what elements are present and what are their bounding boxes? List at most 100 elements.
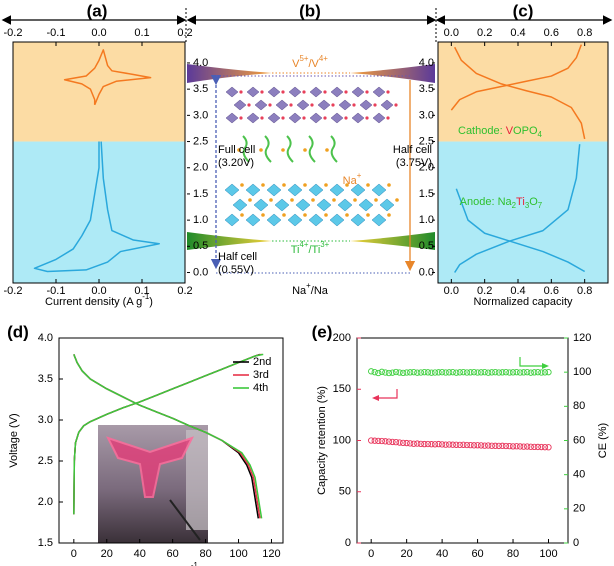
point bbox=[488, 442, 495, 449]
band bbox=[13, 42, 185, 142]
y2-tick-label: 40 bbox=[573, 469, 585, 481]
arrow-head bbox=[372, 395, 379, 401]
x-tick-label: 80 bbox=[199, 548, 211, 560]
crystal-atom bbox=[290, 198, 294, 202]
text-part: Current density (A g bbox=[45, 296, 142, 308]
text-part: OPO bbox=[513, 125, 538, 137]
y-tick-label: 3.5 bbox=[38, 373, 53, 385]
y2-tick-label: 3.5 bbox=[419, 83, 434, 95]
text-part: 5+ bbox=[299, 54, 308, 63]
text-part: 4+ bbox=[319, 54, 328, 63]
legend-label: 2nd bbox=[253, 356, 271, 368]
series-line bbox=[33, 141, 160, 273]
crystal-atom bbox=[311, 198, 315, 202]
point bbox=[463, 369, 471, 376]
text-part: -1 bbox=[191, 561, 199, 566]
point bbox=[446, 441, 453, 448]
crystal-atom bbox=[331, 103, 335, 107]
crystal-atom bbox=[332, 198, 336, 202]
series-line bbox=[63, 49, 152, 106]
point bbox=[506, 442, 513, 450]
point bbox=[396, 369, 403, 376]
point bbox=[396, 439, 403, 446]
cell-label: Half cell bbox=[218, 251, 257, 263]
y-tick-label: 200 bbox=[333, 332, 351, 344]
point bbox=[442, 441, 449, 448]
legend-label: 3rd bbox=[253, 369, 269, 381]
crystal-unit bbox=[371, 213, 387, 227]
crystal-atom bbox=[352, 103, 356, 107]
crystal-unit bbox=[350, 213, 366, 227]
crystal-atom bbox=[302, 116, 306, 120]
point bbox=[516, 369, 524, 376]
point bbox=[474, 369, 481, 376]
crystal-unit bbox=[317, 99, 331, 111]
crystal-unit bbox=[266, 183, 282, 197]
crystal-atom bbox=[261, 213, 265, 217]
crystal-unit bbox=[330, 86, 344, 98]
crystal-atom bbox=[323, 116, 327, 120]
crystal-atom bbox=[240, 213, 244, 217]
x-tick-label: 40 bbox=[134, 548, 146, 560]
ion bbox=[237, 148, 241, 152]
point bbox=[545, 369, 552, 376]
point bbox=[470, 442, 478, 449]
photo-inset bbox=[98, 425, 208, 543]
point bbox=[541, 369, 549, 376]
y-tick-label: 2.0 bbox=[193, 162, 208, 174]
point bbox=[417, 440, 424, 448]
photo-detail bbox=[186, 430, 208, 530]
plot-frame bbox=[437, 41, 609, 284]
point bbox=[470, 369, 478, 376]
crystal-unit bbox=[351, 86, 365, 98]
y-tick-label: 0.5 bbox=[193, 240, 208, 252]
crystal-atom bbox=[366, 183, 370, 187]
y2-tick-label: 100 bbox=[573, 366, 591, 378]
text-part: 3+ bbox=[320, 240, 329, 249]
y2-tick-label: 60 bbox=[573, 434, 585, 446]
y-tick-label: 4.0 bbox=[38, 332, 53, 344]
arrow bbox=[519, 357, 544, 367]
x-axis-label: Current density (A g-1) bbox=[45, 292, 153, 308]
series-line bbox=[455, 188, 586, 273]
panel-label: (d) bbox=[7, 322, 29, 341]
crystal-unit bbox=[350, 183, 366, 197]
crystal-unit bbox=[288, 112, 302, 124]
point bbox=[449, 441, 456, 448]
text-part: Na bbox=[292, 285, 307, 297]
text-part: (mAh g bbox=[152, 565, 191, 566]
annotation: Cathode: VOPO4 bbox=[458, 125, 543, 139]
x-tick-label: 0 bbox=[71, 548, 77, 560]
y-tick-label: 2.0 bbox=[38, 496, 53, 508]
band-shape bbox=[187, 64, 272, 83]
point bbox=[428, 369, 435, 376]
crystal-atom bbox=[240, 183, 244, 187]
text-part: 7 bbox=[538, 201, 542, 210]
crystal-unit bbox=[233, 99, 247, 111]
point bbox=[375, 437, 382, 445]
text-part: ) bbox=[198, 565, 202, 566]
text-part: Normalized capacity bbox=[473, 296, 573, 308]
crystal-unit bbox=[225, 112, 239, 124]
crystal-atom bbox=[268, 103, 272, 107]
y-tick-label: 0.0 bbox=[193, 266, 208, 278]
y2-tick-label: 20 bbox=[573, 503, 585, 515]
point bbox=[485, 442, 492, 449]
redox-label: V5+/V4+ bbox=[292, 54, 328, 70]
y-axis-label: Voltage (V) bbox=[8, 413, 20, 467]
point bbox=[477, 369, 485, 376]
crystal-unit bbox=[309, 112, 323, 124]
point bbox=[541, 444, 549, 451]
point bbox=[414, 369, 421, 376]
point bbox=[488, 369, 495, 376]
crystal-atom bbox=[387, 183, 391, 187]
crystal-unit bbox=[296, 99, 310, 111]
series-line bbox=[73, 353, 264, 519]
point bbox=[527, 443, 534, 450]
point bbox=[524, 369, 531, 376]
point bbox=[531, 369, 538, 376]
text-part: V bbox=[292, 58, 300, 70]
y2-tick-label: 3.0 bbox=[419, 109, 434, 121]
crystal-atom bbox=[344, 90, 348, 94]
point bbox=[520, 369, 527, 376]
